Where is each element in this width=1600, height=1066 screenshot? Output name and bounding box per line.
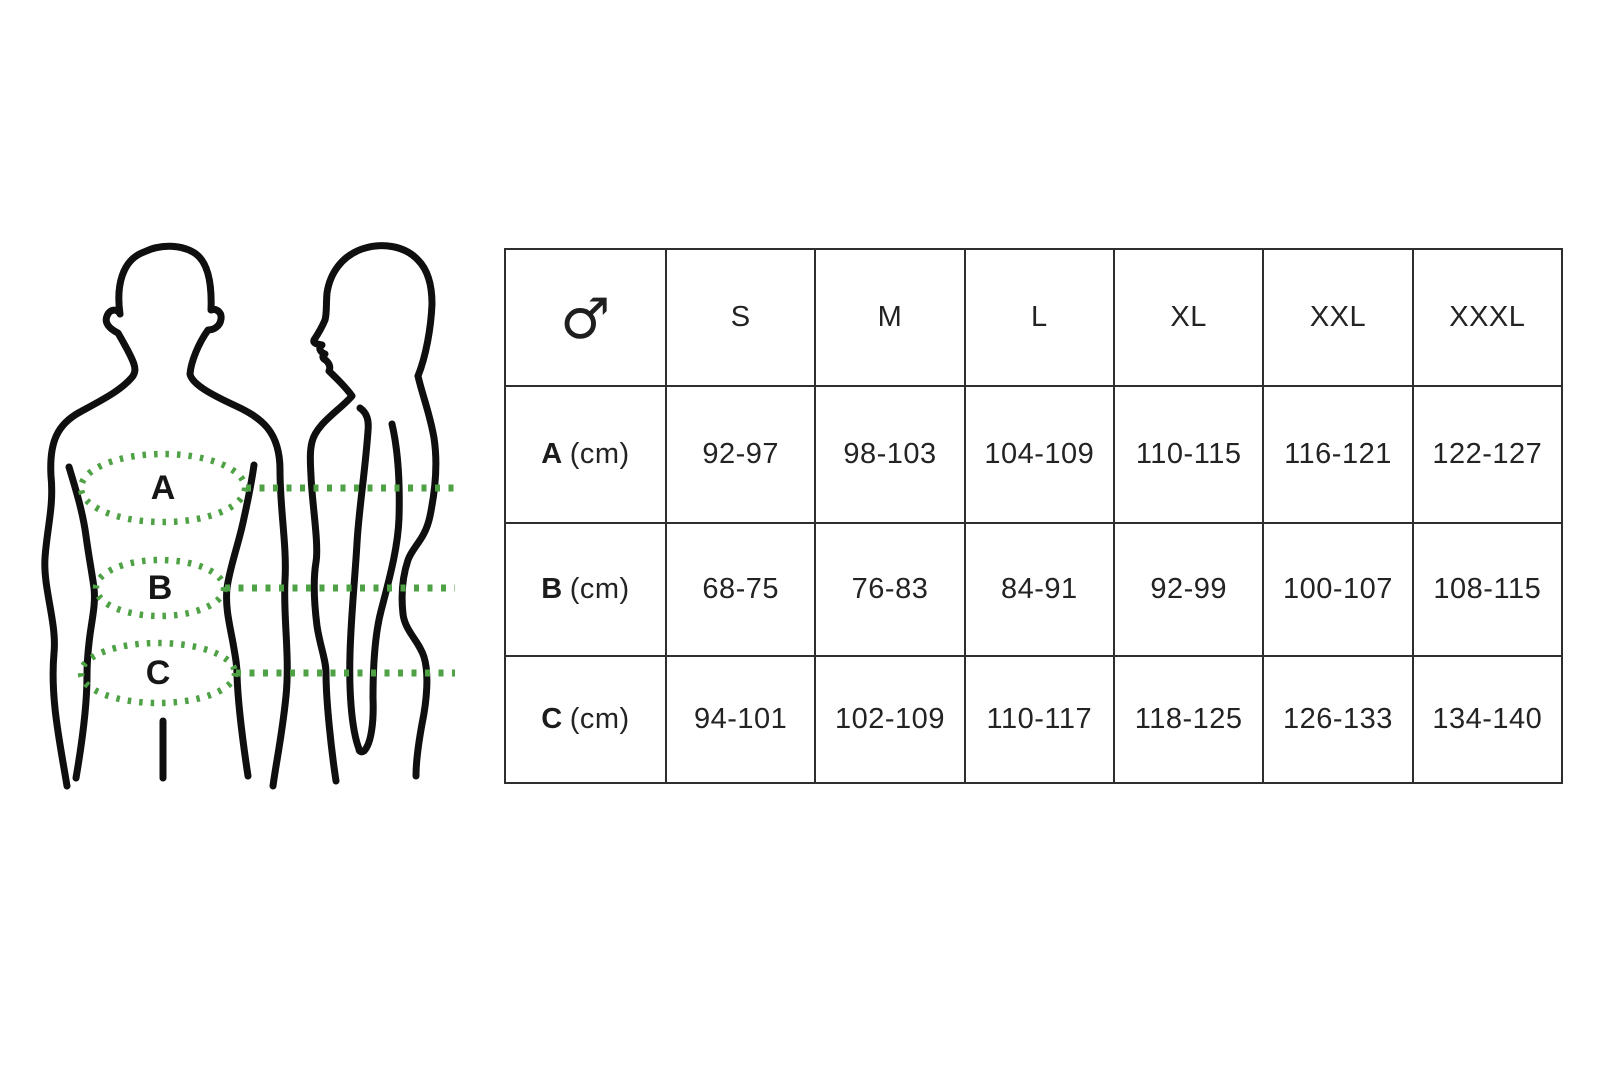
measurement-ellipse-b: [92, 556, 228, 620]
male-gender-icon: ♂: [560, 286, 611, 352]
value-cell: 108-115: [1411, 522, 1564, 657]
value-cell: 110-115: [1112, 385, 1265, 524]
measurement-marks: A B C: [77, 450, 455, 707]
value-cell: 76-83: [814, 522, 966, 657]
row-label-cell: C (cm): [504, 655, 667, 784]
side-arm-front-line: [346, 404, 372, 753]
size-table-region: ♂ S M L XL XXL XXXL A (cm) 92-97 98-103 1…: [504, 248, 1564, 784]
value-cell: 110-117: [963, 655, 1115, 784]
front-body-outline: [41, 242, 291, 790]
row-unit: (cm): [569, 438, 630, 470]
size-header-s: S: [664, 248, 817, 387]
value-cell: 104-109: [963, 385, 1115, 524]
size-header-m: M: [814, 248, 966, 387]
value-cell: 102-109: [814, 655, 966, 784]
size-header-xxl: XXL: [1262, 248, 1414, 387]
value-cell: 116-121: [1262, 385, 1414, 524]
size-header-l: L: [963, 248, 1115, 387]
size-header-xxxl: XXXL: [1411, 248, 1564, 387]
row-unit: (cm): [569, 703, 630, 735]
side-body-figure: [306, 242, 440, 785]
measurement-ellipse-c: [77, 639, 239, 707]
value-cell: 94-101: [664, 655, 817, 784]
value-cell: 92-97: [664, 385, 817, 524]
front-left-inner-line: [65, 463, 98, 782]
value-cell: 92-99: [1112, 522, 1265, 657]
value-cell: 84-91: [963, 522, 1115, 657]
measurement-ellipse-a: [77, 450, 249, 526]
value-cell: 68-75: [664, 522, 817, 657]
side-arm-back-line: [355, 420, 403, 756]
front-body-figure: [41, 242, 291, 790]
value-cell: 100-107: [1262, 522, 1414, 657]
size-header-xl: XL: [1112, 248, 1265, 387]
side-back-outline: [398, 372, 440, 780]
measure-label-a: A: [151, 469, 176, 507]
side-front-outline: [306, 242, 436, 785]
value-cell: 122-127: [1411, 385, 1564, 524]
row-label: B: [541, 573, 563, 605]
table-header-row: ♂ S M L XL XXL XXXL: [504, 248, 1564, 387]
table-row-b: B (cm) 68-75 76-83 84-91 92-99 100-107 10…: [504, 522, 1564, 657]
value-cell: 126-133: [1262, 655, 1414, 784]
row-label-cell: B (cm): [504, 522, 667, 657]
table-row-c: C (cm) 94-101 102-109 110-117 118-125 126…: [504, 655, 1564, 784]
gender-header-cell: ♂: [504, 248, 667, 387]
value-cell: 134-140: [1411, 655, 1564, 784]
measure-label-b: B: [148, 569, 173, 607]
table-row-a: A (cm) 92-97 98-103 104-109 110-115 116-1…: [504, 385, 1564, 524]
measurement-diagram: A B C: [41, 242, 455, 790]
size-table: ♂ S M L XL XXL XXXL A (cm) 92-97 98-103 1…: [504, 248, 1564, 784]
value-cell: 118-125: [1112, 655, 1265, 784]
measure-label-c: C: [146, 654, 171, 692]
row-label: C: [541, 703, 563, 735]
value-cell: 98-103: [814, 385, 966, 524]
row-label-cell: A (cm): [504, 385, 667, 524]
front-right-inner-line: [223, 461, 258, 780]
row-label: A: [541, 438, 563, 470]
row-unit: (cm): [569, 573, 630, 605]
